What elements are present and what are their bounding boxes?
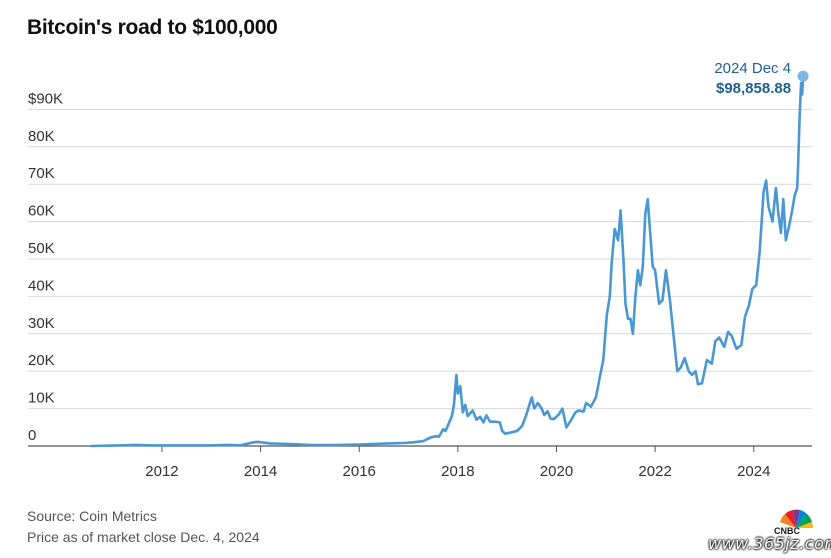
- annotation-value: $98,858.88: [716, 80, 791, 97]
- x-tick-label: 2014: [244, 463, 277, 480]
- y-tick-label: 80K: [28, 128, 55, 145]
- date-note: Price as of market close Dec. 4, 2024: [27, 529, 260, 545]
- logo-text: CNBC: [774, 526, 800, 536]
- chart-title: Bitcoin's road to $100,000: [27, 16, 278, 39]
- peacock-logo-icon: [780, 509, 814, 528]
- y-tick-label: 10K: [28, 390, 55, 407]
- y-tick-label: 60K: [28, 203, 55, 220]
- price-line: [90, 76, 805, 448]
- x-tick-label: 2020: [540, 463, 573, 480]
- annotation-date: 2024 Dec 4: [714, 60, 791, 77]
- y-tick-label: $90K: [28, 90, 63, 107]
- y-tick-label: 40K: [28, 277, 55, 294]
- y-tick-label: 0: [28, 427, 36, 444]
- y-tick-label: 30K: [28, 315, 55, 332]
- x-tick-label: 2024: [737, 463, 770, 480]
- y-tick-label: 70K: [28, 165, 55, 182]
- x-tick-label: 2018: [441, 463, 474, 480]
- x-tick-label: 2022: [638, 463, 671, 480]
- x-tick-label: 2012: [145, 463, 178, 480]
- x-tick-label: 2016: [343, 463, 376, 480]
- latest-point-marker: [797, 70, 809, 82]
- watermark-text: www.365jz.com: [708, 534, 831, 553]
- source-note: Source: Coin Metrics: [27, 508, 157, 524]
- y-tick-label: 20K: [28, 352, 55, 369]
- y-tick-label: 50K: [28, 240, 55, 257]
